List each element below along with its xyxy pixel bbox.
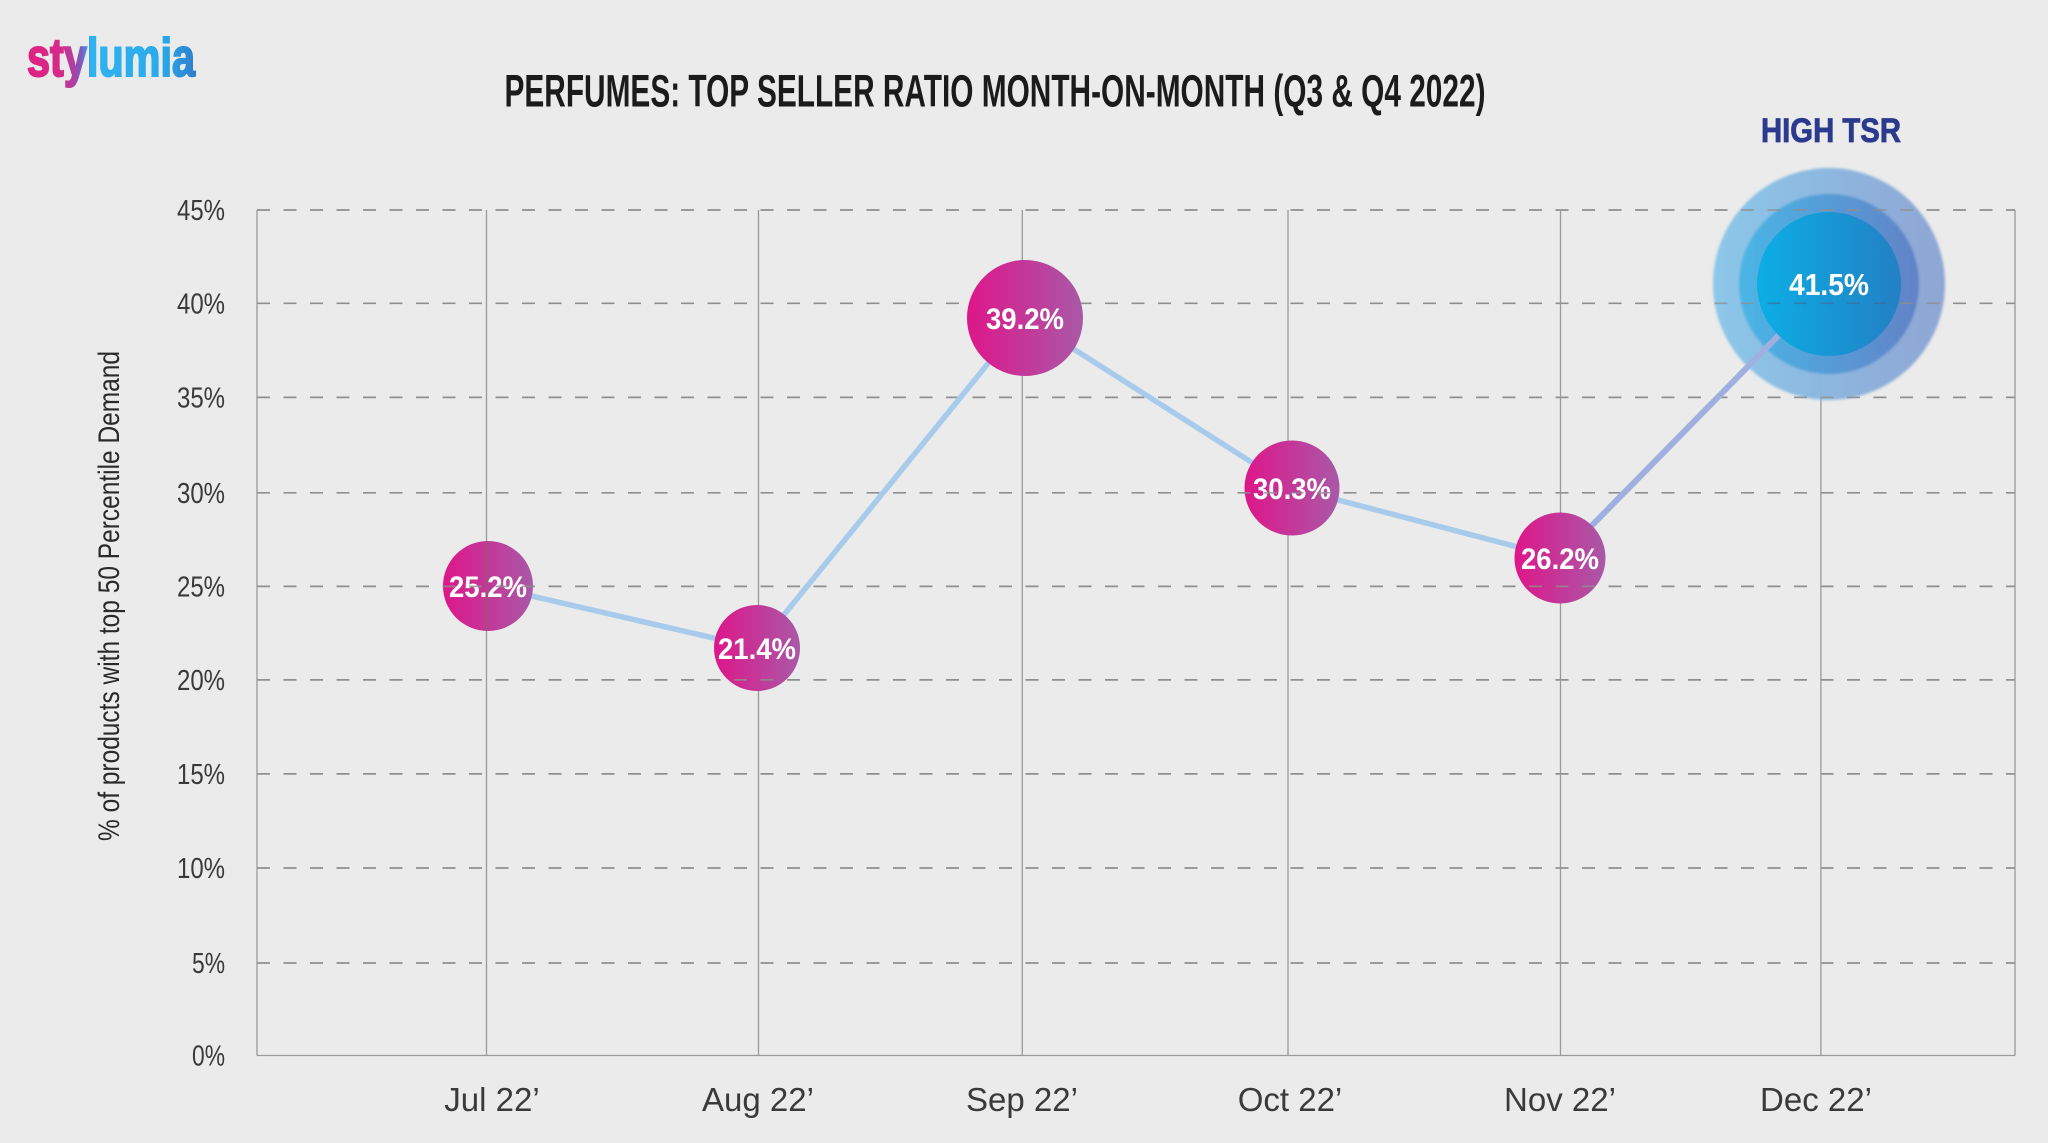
- svg-text:Oct 22’: Oct 22’: [1238, 1081, 1343, 1118]
- svg-text:21.4%: 21.4%: [718, 633, 796, 666]
- svg-text:39.2%: 39.2%: [986, 303, 1064, 336]
- svg-text:45%: 45%: [177, 195, 225, 227]
- svg-text:15%: 15%: [177, 759, 225, 791]
- svg-text:35%: 35%: [177, 382, 225, 414]
- svg-text:41.5%: 41.5%: [1789, 267, 1869, 302]
- svg-text:40%: 40%: [177, 288, 225, 320]
- svg-text:Jul 22’: Jul 22’: [444, 1081, 539, 1118]
- svg-text:stylumia: stylumia: [27, 28, 196, 88]
- svg-text:Sep 22’: Sep 22’: [966, 1081, 1078, 1118]
- svg-text:20%: 20%: [177, 665, 225, 697]
- svg-text:25%: 25%: [177, 571, 225, 603]
- svg-text:30%: 30%: [177, 478, 225, 510]
- svg-text:Nov 22’: Nov 22’: [1504, 1081, 1616, 1118]
- svg-text:5%: 5%: [192, 948, 225, 980]
- svg-text:25.2%: 25.2%: [449, 571, 527, 604]
- svg-text:HIGH TSR: HIGH TSR: [1761, 112, 1901, 150]
- svg-text:10%: 10%: [177, 853, 225, 885]
- svg-text:Aug 22’: Aug 22’: [702, 1081, 814, 1118]
- svg-text:% of products with top 50 Perc: % of products with top 50 Percentile Dem…: [93, 351, 126, 841]
- svg-text:30.3%: 30.3%: [1253, 473, 1331, 506]
- svg-text:0%: 0%: [192, 1040, 225, 1072]
- svg-text:Dec 22’: Dec 22’: [1760, 1081, 1872, 1118]
- svg-text:26.2%: 26.2%: [1521, 543, 1599, 576]
- svg-text:PERFUMES: TOP SELLER RATIO MON: PERFUMES: TOP SELLER RATIO MONTH-ON-MONT…: [505, 66, 1486, 117]
